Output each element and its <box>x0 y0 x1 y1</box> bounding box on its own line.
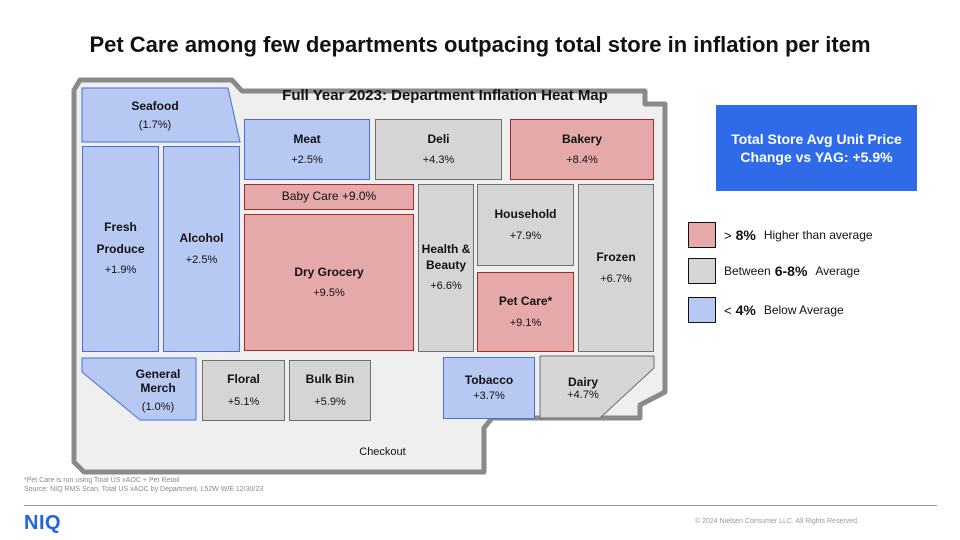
dept-value: +8.4% <box>566 154 598 167</box>
page-title: Pet Care among few departments outpacing… <box>89 32 871 57</box>
footnote-source: Source: NIQ RMS Scan, Total US xAOC by D… <box>24 486 264 494</box>
legend-number: 8% <box>735 227 756 243</box>
dept-name: Bulk Bin <box>305 371 355 386</box>
dept-household: Household +7.9% <box>477 184 574 266</box>
dept-value: +1.9% <box>104 264 137 277</box>
legend-swatch-higher <box>688 222 716 248</box>
dept-value: +2.5% <box>291 154 323 167</box>
dept-bulk-bin: Bulk Bin +5.9% <box>289 360 371 421</box>
dept-value: +7.9% <box>509 229 542 242</box>
legend-symbol: > <box>724 227 732 243</box>
dept-name: Seafood <box>131 99 179 113</box>
dept-name: Alcohol <box>179 231 224 246</box>
dairy-shape <box>539 355 655 419</box>
checkout-label: Checkout <box>359 446 406 458</box>
dept-label: Baby Care +9.0% <box>281 189 377 204</box>
dept-frozen: Frozen +6.7% <box>578 184 654 352</box>
dept-pet-care: Pet Care* +9.1% <box>477 272 574 352</box>
dept-value: +6.6% <box>430 280 462 293</box>
dept-name: Tobacco <box>464 372 514 387</box>
niq-logo: NIQ <box>24 512 62 534</box>
dept-floral: Floral +5.1% <box>202 360 285 421</box>
dept-name: Frozen <box>596 250 636 265</box>
dept-deli: Deli +4.3% <box>375 119 502 180</box>
dept-name: Dairy <box>567 375 599 389</box>
map-title: Full Year 2023: Department Inflation Hea… <box>282 87 608 104</box>
dept-name: Bakery <box>561 131 603 146</box>
dept-value: +5.1% <box>227 396 260 409</box>
dept-name-line2: Beauty <box>425 257 466 272</box>
legend-higher: > 8% Higher than average <box>688 222 873 248</box>
dept-name: Deli <box>427 131 450 146</box>
general-merch-shape <box>81 357 197 421</box>
legend-number: 4% <box>735 302 756 318</box>
copyright: © 2024 Nielsen Consumer LLC. All Rights … <box>695 518 859 525</box>
dept-value: +4.3% <box>422 154 455 167</box>
dept-value: (1.7%) <box>138 119 172 131</box>
legend-number: 6-8% <box>774 263 808 279</box>
dept-value: +9.1% <box>509 316 542 329</box>
dept-alcohol: Alcohol +2.5% <box>163 146 240 352</box>
dept-tobacco: Tobacco +3.7% <box>443 357 535 419</box>
dept-name-line2: Produce <box>96 241 145 256</box>
dept-dry-grocery: Dry Grocery +9.5% <box>244 214 414 351</box>
dept-name: Fresh <box>104 220 137 235</box>
dept-baby-care: Baby Care +9.0% <box>244 184 414 210</box>
dept-name: Household <box>494 207 557 222</box>
footnote-line1: *Pet Care is run using Total US xAOC + P… <box>24 477 180 484</box>
legend-swatch-below <box>688 297 716 323</box>
total-store-callout: Total Store Avg Unit Price Change vs YAG… <box>716 105 917 191</box>
dept-general-merch: General Merch (1.0%) <box>128 362 188 418</box>
legend-average: Between 6-8% Average <box>688 258 860 284</box>
dept-name: Floral <box>227 371 260 386</box>
dept-value: +2.5% <box>185 253 218 266</box>
dept-value: (1.0%) <box>141 401 175 413</box>
dept-name-line2: Merch <box>140 381 176 395</box>
dept-name: Dry Grocery <box>294 264 364 279</box>
dept-dairy: Dairy +4.7% <box>548 366 618 410</box>
dept-name: Health & <box>421 242 471 257</box>
legend-below: < 4% Below Average <box>688 297 844 323</box>
legend-symbol: Between <box>724 264 771 278</box>
dept-value: +9.5% <box>313 287 345 300</box>
dept-value: +6.7% <box>600 272 632 285</box>
dept-health-beauty: Health & Beauty +6.6% <box>418 184 474 352</box>
legend-symbol: < <box>724 302 732 318</box>
legend-description: Higher than average <box>763 228 873 242</box>
dept-value: +3.7% <box>473 390 505 403</box>
footnote: *Pet Care is run using Total US xAOC + P… <box>24 476 263 495</box>
dept-value: +4.7% <box>567 389 599 401</box>
footer-divider <box>24 505 937 506</box>
total-store-line2: Change vs YAG: +5.9% <box>740 149 893 165</box>
dept-name: General <box>135 367 181 381</box>
legend-description: Below Average <box>763 303 844 317</box>
dept-meat: Meat +2.5% <box>244 119 370 180</box>
dept-fresh-produce: Fresh Produce +1.9% <box>82 146 159 352</box>
legend-swatch-average <box>688 258 716 284</box>
seafood-shape <box>81 87 241 143</box>
legend-description: Average <box>815 264 860 278</box>
dept-seafood: Seafood (1.7%) <box>82 92 228 138</box>
dept-value: +5.9% <box>314 396 346 409</box>
dept-name: Pet Care* <box>498 294 553 309</box>
dept-bakery: Bakery +8.4% <box>510 119 654 180</box>
dept-name: Meat <box>293 131 321 146</box>
total-store-line1: Total Store Avg Unit Price <box>731 130 902 147</box>
